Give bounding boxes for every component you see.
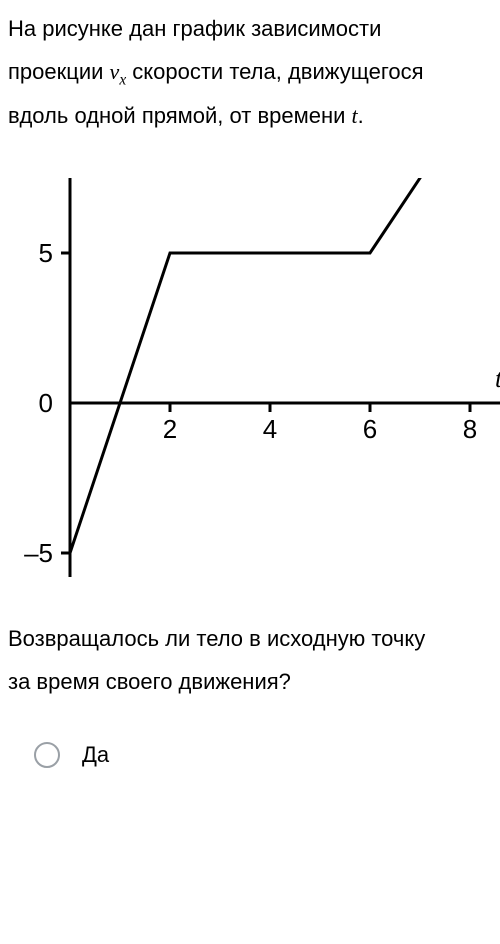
velocity-chart: –5051024681vx, м/сt, ми — [0, 178, 500, 578]
svg-text:–5: –5 — [24, 538, 53, 568]
var-v: v — [110, 59, 120, 84]
svg-text:5: 5 — [39, 238, 53, 268]
problem-text-fragment: скорости тела, движущегося — [126, 59, 423, 84]
svg-text:8: 8 — [463, 414, 477, 444]
svg-text:t, ми: t, ми — [495, 364, 500, 393]
svg-text:6: 6 — [363, 414, 377, 444]
svg-text:0: 0 — [39, 388, 53, 418]
svg-text:4: 4 — [263, 414, 277, 444]
svg-text:2: 2 — [163, 414, 177, 444]
answer-label: Да — [82, 742, 109, 768]
problem-line-3: вдоль одной прямой, от времени t. — [8, 95, 492, 138]
question-line-2: за время своего движения? — [8, 661, 492, 704]
problem-text-fragment: . — [358, 103, 364, 128]
radio-icon — [34, 742, 60, 768]
question-line-1: Возвращалось ли тело в исходную точку — [8, 618, 492, 661]
problem-text-fragment: вдоль одной прямой, от времени — [8, 103, 352, 128]
problem-text-fragment: проекции — [8, 59, 110, 84]
problem-statement: На рисунке дан график зависимости проекц… — [0, 0, 500, 138]
question-text: Возвращалось ли тело в исходную точку за… — [0, 618, 500, 704]
answer-option-yes[interactable]: Да — [0, 742, 500, 768]
chart-svg: –5051024681vx, м/сt, ми — [0, 178, 500, 578]
problem-line-2: проекции vx скорости тела, движущегося — [8, 51, 492, 95]
problem-line-1: На рисунке дан график зависимости — [8, 8, 492, 51]
